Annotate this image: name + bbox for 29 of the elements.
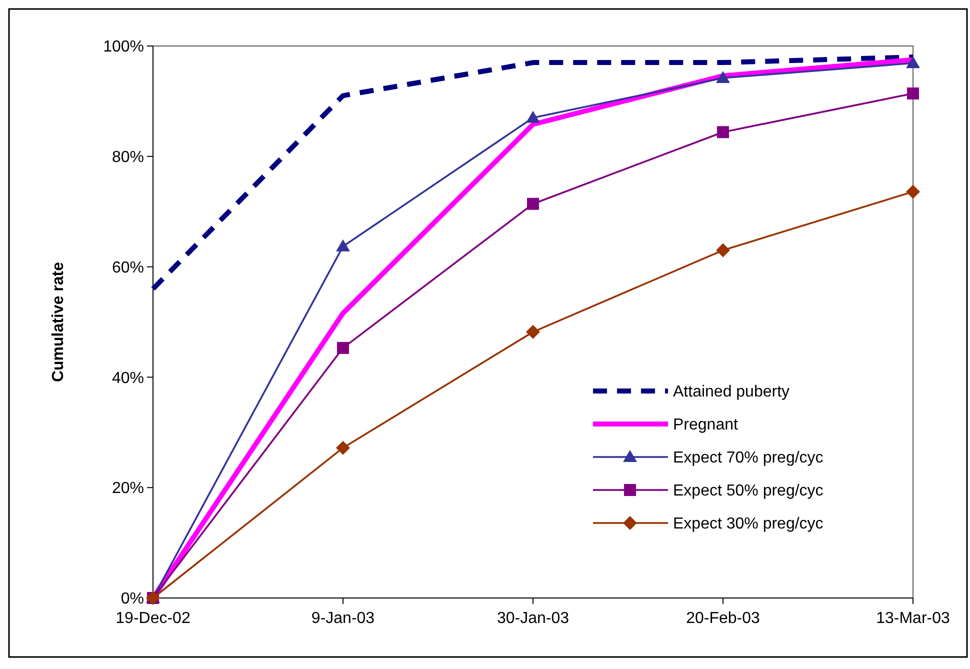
point bbox=[716, 71, 730, 84]
x-tick-label: 9-Jan-03 bbox=[311, 610, 375, 627]
legend-label: Attained puberty bbox=[673, 384, 790, 401]
y-tick-label: 40% bbox=[112, 370, 144, 387]
point bbox=[906, 56, 920, 68]
y-tick-label: 0% bbox=[120, 590, 144, 608]
point bbox=[716, 243, 730, 258]
x-tick-label: 13-Mar-03 bbox=[876, 610, 950, 627]
y-tick-label: 80% bbox=[112, 149, 144, 166]
point bbox=[337, 342, 349, 354]
x-tick-label: 30-Jan-03 bbox=[496, 610, 570, 627]
point bbox=[527, 198, 539, 210]
y-tick-label: 60% bbox=[112, 259, 144, 276]
point bbox=[336, 239, 350, 252]
point bbox=[907, 87, 919, 100]
legend-label: Expect 50% preg/cyc bbox=[673, 482, 824, 500]
x-tick-label: 20-Feb-03 bbox=[686, 610, 760, 627]
legend-label: Pregnant bbox=[673, 416, 738, 434]
y-tick-label: 20% bbox=[112, 480, 144, 498]
point bbox=[336, 440, 350, 455]
legend-label: Expect 70% preg/cyc bbox=[673, 450, 824, 467]
y-tick-label: 100% bbox=[103, 38, 144, 56]
point bbox=[526, 110, 540, 123]
y-axis-title: Cumulative rate bbox=[50, 262, 67, 382]
legend-label: Expect 30% preg/cyc bbox=[673, 516, 824, 533]
point bbox=[906, 184, 920, 199]
point bbox=[717, 126, 729, 138]
point bbox=[526, 324, 540, 339]
x-tick-label: 19-Dec-02 bbox=[116, 610, 190, 627]
